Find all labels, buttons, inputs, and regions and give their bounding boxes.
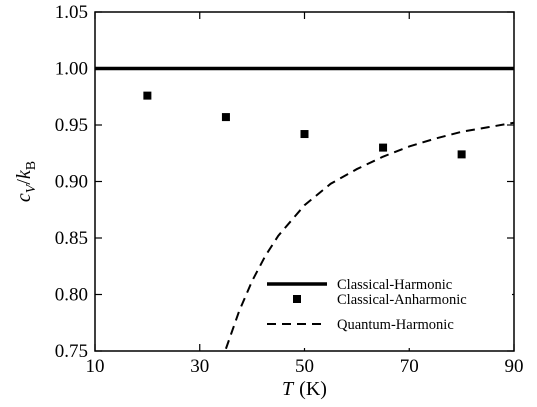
y-axis-subscript-2: B (24, 161, 39, 170)
y-axis-slash: / (13, 179, 35, 185)
data-point-classical-anharmonic-5 (457, 150, 466, 159)
y-axis-subscript-1: V (24, 183, 39, 193)
tick-labels: 10 30 50 70 90 0.75 0.80 0.85 0.90 0.95 1.00 1.05 (55, 2, 524, 377)
series-line-quantum-harmonic (224, 121, 514, 350)
data-point-classical-anharmonic-3 (300, 130, 309, 139)
y-tick-label-1.05: 1.05 (55, 2, 88, 23)
legend-background (262, 268, 512, 348)
y-tick-label-0.85: 0.85 (55, 228, 88, 249)
legend: Classical-Harmonic Classical-Anharmonic … (262, 268, 512, 348)
y-axis-symbol: c (13, 193, 35, 202)
legend-label-classical-anharmonic: Classical-Anharmonic (337, 292, 467, 308)
y-axis-symbol-2: k (13, 169, 35, 179)
y-tick-label-1.00: 1.00 (55, 59, 88, 80)
x-axis-label: T (K) (282, 378, 327, 400)
y-tick-label-0.95: 0.95 (55, 115, 88, 136)
x-tick-label-90: 90 (505, 356, 524, 377)
y-tick-label-0.90: 0.90 (55, 172, 88, 193)
data-point-classical-anharmonic-1 (143, 91, 152, 100)
data-point-classical-anharmonic-2 (221, 113, 230, 122)
y-tick-label-0.75: 0.75 (55, 341, 88, 362)
legend-label-quantum-harmonic: Quantum-Harmonic (337, 317, 454, 333)
data-point-classical-anharmonic-4 (379, 143, 388, 152)
x-axis-unit: (K) (299, 378, 327, 400)
x-tick-label-30: 30 (190, 356, 209, 377)
y-tick-label-0.80: 0.80 (55, 285, 88, 306)
x-tick-label-70: 70 (400, 356, 419, 377)
legend-label-classical-harmonic: Classical-Harmonic (337, 277, 452, 293)
x-tick-label-50: 50 (295, 356, 314, 377)
x-tick-label-10: 10 (86, 356, 105, 377)
legend-swatch-classical-anharmonic (293, 295, 301, 303)
x-axis-symbol: T (282, 378, 295, 400)
y-axis-label: cV/kB (13, 161, 39, 202)
plot-content (95, 66, 514, 350)
plot-frame (94, 11, 515, 352)
